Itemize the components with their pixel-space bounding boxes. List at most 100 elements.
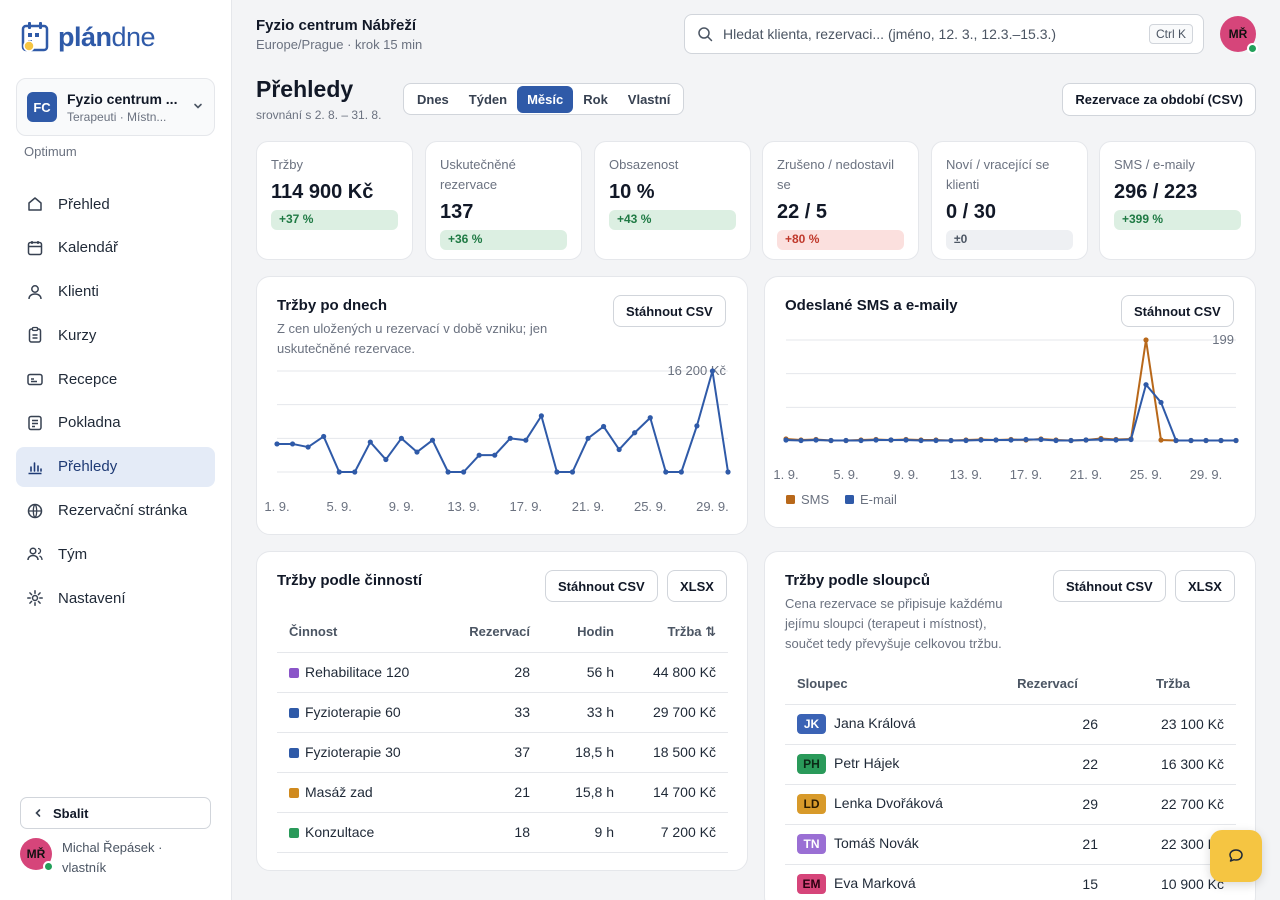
data-point[interactable] [336,469,342,475]
data-point[interactable] [538,413,544,419]
table-row[interactable]: PH Petr Hájek 22 16 300 Kč [785,744,1236,785]
data-point[interactable] [1008,437,1014,443]
data-point[interactable] [933,437,939,444]
period-year[interactable]: Rok [583,91,608,107]
data-point[interactable] [903,437,909,443]
data-point[interactable] [274,441,280,447]
sidebar-item-klienti[interactable]: Klienti [16,272,215,312]
data-point[interactable] [1068,437,1074,444]
data-point[interactable] [858,437,864,444]
data-point[interactable] [1053,437,1059,444]
data-point[interactable] [843,437,849,444]
column-header[interactable]: Hodin [542,612,626,653]
data-point[interactable] [600,423,607,430]
collapse-sidebar-button[interactable]: Sbalit [20,797,211,829]
data-point[interactable] [585,435,591,441]
data-point[interactable] [507,435,513,441]
data-point[interactable] [948,437,954,444]
data-point[interactable] [678,469,684,475]
table-row[interactable]: Rehabilitace 120 28 56 h 44 800 Kč [277,652,728,693]
sidebar-item-pokladna[interactable]: Pokladna [16,403,215,443]
table-row[interactable]: EM Eva Marková 15 10 900 Kč [785,864,1236,900]
column-header-sorted[interactable]: Tržba ⇅ [626,612,728,653]
sidebar-item-tym[interactable]: Tým [16,534,215,574]
data-point[interactable] [647,415,653,421]
data-point[interactable] [888,437,894,443]
download-csv-button[interactable]: Stáhnout CSV [1053,570,1166,602]
data-point[interactable] [1218,437,1224,444]
data-point[interactable] [1188,437,1194,444]
logo[interactable]: plándne [20,20,156,54]
table-row[interactable]: Fyzioterapie 60 33 33 h 29 700 Kč [277,692,728,733]
table-row[interactable]: Fyzioterapie 30 37 18,5 h 18 500 Kč [277,732,728,773]
download-xlsx-button[interactable]: XLSX [1175,570,1235,602]
data-point[interactable] [1128,436,1134,443]
data-point[interactable] [963,437,969,444]
column-header[interactable]: Činnost [277,612,442,653]
data-point[interactable] [461,469,467,475]
column-header[interactable]: Rezervací [442,612,542,653]
data-point[interactable] [1143,337,1149,343]
search-bar[interactable]: Ctrl K [684,14,1204,54]
column-header[interactable]: Rezervací [985,664,1110,705]
period-today[interactable]: Dnes [417,91,449,107]
download-csv-button[interactable]: Stáhnout CSV [613,295,726,327]
workspace-switcher[interactable]: FC Fyzio centrum ... Terapeuti · Místn..… [16,78,215,136]
data-point[interactable] [523,437,529,443]
data-point[interactable] [492,452,498,458]
period-week[interactable]: Týden [468,91,508,107]
sidebar-item-rezervacni-stranka[interactable]: Rezervační stránka [16,491,215,531]
data-point[interactable] [1098,436,1104,443]
data-point[interactable] [321,433,327,440]
data-point[interactable] [993,437,999,443]
data-point[interactable] [352,469,358,475]
table-row[interactable]: LD Lenka Dvořáková 29 22 700 Kč [785,784,1236,825]
user-avatar-button[interactable]: MŘ [1220,16,1258,54]
data-point[interactable] [798,437,804,444]
data-point[interactable] [978,437,984,443]
data-point[interactable] [694,423,700,429]
period-month[interactable]: Měsíc [517,85,574,113]
data-point[interactable] [813,437,819,443]
data-point[interactable] [305,444,311,450]
download-xlsx-button[interactable]: XLSX [667,570,727,602]
data-point[interactable] [873,437,879,443]
data-point[interactable] [289,441,296,447]
data-point[interactable] [476,452,482,458]
sidebar-item-kalendar[interactable]: Kalendář [16,228,215,268]
sidebar-item-recepce[interactable]: Recepce [16,359,215,399]
data-point[interactable] [828,437,834,444]
data-point[interactable] [1023,436,1029,443]
sidebar-item-prehledy[interactable]: Přehledy [16,446,215,487]
column-header[interactable]: Sloupec [785,664,985,705]
data-point[interactable] [1233,437,1239,444]
data-point[interactable] [1143,382,1149,388]
data-point[interactable] [663,469,669,475]
data-point[interactable] [429,437,436,443]
data-point[interactable] [632,430,638,436]
data-point[interactable] [709,368,716,374]
table-row[interactable]: TN Tomáš Novák 21 22 300 Kč [785,824,1236,865]
data-point[interactable] [918,437,924,444]
data-point[interactable] [1158,399,1164,406]
data-point[interactable] [398,435,405,441]
data-point[interactable] [1158,437,1164,443]
period-custom[interactable]: Vlastní [627,91,671,107]
data-point[interactable] [1173,437,1179,444]
search-input[interactable] [723,26,1139,42]
data-point[interactable] [725,469,731,475]
sidebar-item-kurzy[interactable]: Kurzy [16,315,215,355]
column-header[interactable]: Tržba [1110,664,1236,705]
sidebar-item-prehled[interactable]: Přehled [16,184,215,224]
download-csv-button[interactable]: Stáhnout CSV [1121,295,1234,327]
data-point[interactable] [414,449,420,455]
data-point[interactable] [569,469,576,475]
download-csv-button[interactable]: Stáhnout CSV [545,570,658,602]
data-point[interactable] [367,439,373,445]
chat-button[interactable] [1210,830,1262,882]
user-profile[interactable]: MŘ Michal Řepásek · vlastník [20,838,162,878]
export-bookings-csv-button[interactable]: Rezervace za období (CSV) [1062,83,1256,116]
data-point[interactable] [1113,437,1119,443]
data-point[interactable] [1038,436,1044,443]
